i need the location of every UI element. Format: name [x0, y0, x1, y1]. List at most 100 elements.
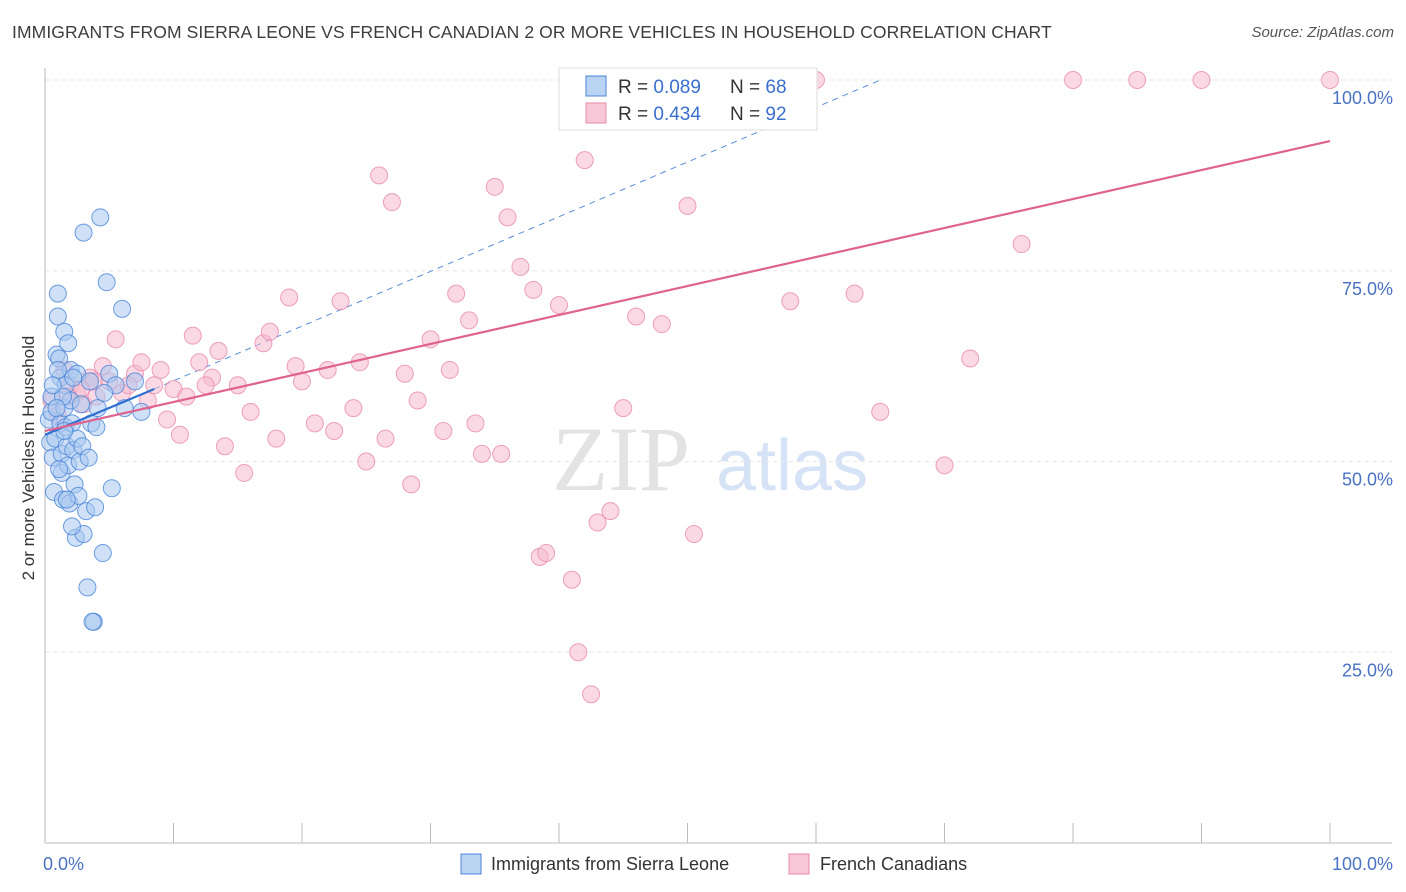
chart-source: Source: ZipAtlas.com: [1251, 24, 1394, 41]
point-series-1-69: [260, 322, 279, 341]
point-series-0-48: [102, 479, 121, 498]
point-series-1-24: [305, 414, 324, 433]
stats-n-label-0: N =: [730, 77, 765, 98]
point-series-1-91: [183, 326, 202, 345]
stats-n-value-1: 92: [765, 104, 786, 125]
point-series-1-35: [447, 284, 466, 303]
point-series-1-31: [395, 364, 414, 383]
point-series-1-37: [472, 444, 491, 463]
point-series-0-46: [97, 273, 116, 292]
point-series-0-66: [95, 383, 114, 402]
tick-labels: 25.0% 50.0% 75.0% 100.0% 0.0% 100.0%: [43, 88, 1393, 874]
point-series-1-28: [357, 452, 376, 471]
point-series-1-63: [1321, 71, 1339, 89]
point-series-1-21: [267, 429, 286, 448]
point-series-1-74: [325, 421, 344, 440]
watermark-atlas: atlas: [716, 426, 868, 506]
stats-n-value-0: 68: [765, 77, 786, 98]
point-series-1-60: [1064, 71, 1082, 89]
point-series-1-66: [569, 643, 588, 662]
point-series-0-38: [78, 578, 97, 597]
point-series-1-50: [678, 196, 697, 215]
point-series-1-42: [550, 296, 568, 315]
point-series-1-70: [196, 376, 215, 395]
point-series-0-63: [62, 517, 81, 536]
stats-legend: R = 0.089 N = 68 R = 0.434 N = 92: [558, 67, 818, 131]
point-series-1-43: [562, 570, 581, 589]
point-series-1-53: [781, 292, 800, 311]
point-series-1-68: [684, 524, 703, 543]
point-series-1-67: [582, 685, 601, 704]
point-series-1-39: [498, 208, 517, 227]
point-series-1-79: [466, 414, 485, 433]
trend-lines-layer: [44, 139, 1331, 436]
bottom-legend: Immigrants from Sierra Leone French Cana…: [460, 853, 967, 875]
point-series-1-72: [235, 463, 254, 482]
point-series-1-38: [485, 177, 504, 196]
point-series-1-41: [524, 280, 543, 299]
point-series-0-64: [43, 376, 62, 395]
svg-text:R = 0.089: R = 0.089: [618, 77, 701, 98]
point-series-1-80: [492, 444, 511, 463]
y-tick-label-1: 50.0%: [1342, 470, 1393, 490]
point-series-1-71: [158, 410, 177, 429]
point-series-1-49: [652, 315, 671, 334]
point-series-1-48: [627, 307, 646, 326]
point-series-0-21: [59, 334, 78, 353]
point-series-0-50: [113, 299, 132, 318]
point-series-1-19: [241, 402, 260, 421]
point-series-0-9: [48, 307, 67, 326]
point-series-1-58: [961, 349, 980, 368]
y-tick-label-2: 75.0%: [1342, 279, 1393, 299]
point-series-1-81: [209, 341, 228, 360]
y-tick-label-0: 25.0%: [1342, 660, 1393, 680]
point-series-1-82: [170, 425, 189, 444]
point-series-1-17: [215, 437, 234, 456]
point-series-1-27: [344, 399, 363, 418]
point-series-0-57: [57, 490, 76, 509]
point-series-0-54: [48, 360, 67, 379]
point-series-0-59: [47, 399, 66, 418]
point-series-0-8: [48, 284, 67, 303]
point-series-1-12: [151, 360, 170, 379]
point-series-0-62: [86, 498, 105, 517]
point-series-1-25: [318, 360, 337, 379]
point-series-1-36: [460, 311, 479, 330]
point-series-0-45: [93, 544, 112, 563]
point-series-0-61: [79, 448, 98, 467]
svg-text:N = 92: N = 92: [730, 104, 787, 125]
point-series-0-56: [64, 368, 83, 387]
point-series-1-15: [190, 353, 209, 372]
stats-n-label-1: N =: [730, 104, 765, 125]
point-series-0-44: [91, 208, 110, 227]
chart-title: IMMIGRANTS FROM SIERRA LEONE VS FRENCH C…: [12, 22, 1052, 42]
point-series-1-61: [1128, 71, 1147, 89]
point-series-1-40: [511, 257, 530, 276]
legend-label-french-canadians: French Canadians: [820, 854, 967, 874]
point-series-1-65: [537, 544, 556, 563]
stats-legend-swatch-blue: [585, 75, 607, 97]
point-series-1-47: [614, 399, 633, 418]
stats-r-value-0: 0.089: [653, 77, 701, 98]
point-series-1-57: [935, 456, 954, 475]
watermark-zip: ZIP: [552, 408, 690, 510]
y-tick-label-3: 100.0%: [1332, 88, 1393, 108]
point-series-1-77: [402, 475, 421, 494]
point-series-1-89: [106, 330, 125, 349]
point-series-1-34: [434, 421, 453, 440]
point-series-1-56: [871, 402, 890, 421]
stats-legend-swatch-pink: [585, 102, 607, 124]
x-tick-label-0: 0.0%: [43, 854, 84, 874]
point-series-1-90: [145, 376, 164, 395]
point-series-1-22: [280, 288, 299, 307]
point-series-1-55: [845, 284, 864, 303]
point-series-0-67: [83, 612, 102, 631]
point-series-1-46: [601, 502, 620, 521]
point-series-1-44: [575, 151, 594, 170]
svg-text:N = 68: N = 68: [730, 77, 787, 98]
stats-r-label-0: R =: [618, 77, 653, 98]
trend-line-1: [44, 139, 1331, 433]
point-series-1-59: [1012, 235, 1031, 254]
stats-r-value-1: 0.434: [653, 104, 701, 125]
point-series-1-32: [408, 391, 427, 410]
